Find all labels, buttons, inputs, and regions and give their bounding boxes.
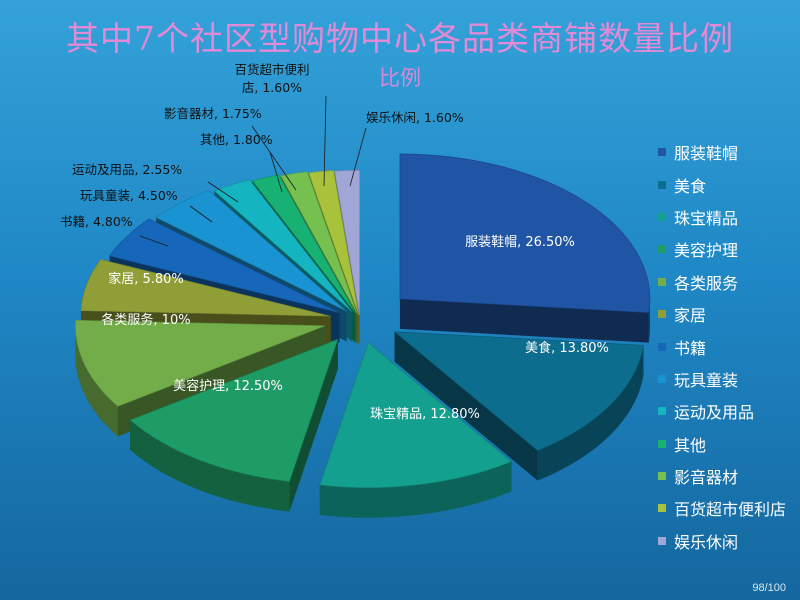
legend-label: 影音器材 [674,468,739,488]
legend-swatch [658,180,666,189]
leader-line-9 [269,151,283,193]
data-label-2: 珠宝精品, 12.80% [370,407,480,422]
legend-label: 美食 [674,176,707,196]
legend-swatch [658,407,666,416]
data-label-4: 各类服务, 10% [101,312,190,328]
legend-swatch [658,342,666,351]
pie-slice-3 [129,338,339,512]
legend-item: 影音器材 [658,460,786,492]
legend-item: 运动及用品 [658,395,786,427]
leader-line-6 [139,235,169,247]
chart-subtitle: 比例 [379,66,421,90]
legend-item: 百货超市便利店 [658,492,786,524]
legend-swatch [658,245,666,254]
legend-swatch [658,277,666,286]
legend-label: 各类服务 [674,273,739,293]
legend-item: 服装鞋帽 [658,136,786,168]
data-label-9: 其他, 1.80% [200,132,273,147]
data-label-10: 影音器材, 1.75% [164,106,262,121]
legend-label: 娱乐休闲 [674,532,739,552]
legend-item: 家居 [658,298,786,330]
legend-item: 其他 [658,428,786,460]
pie-slice-0 [399,153,651,343]
pie-slice-2 [319,342,512,518]
legend-item: 书籍 [658,330,786,362]
page-number: 98/100 [752,582,786,594]
legend-label: 珠宝精品 [674,208,739,228]
legend-item: 玩具童装 [658,363,786,395]
data-label-0: 服装鞋帽, 26.50% [465,234,575,250]
leader-line-12 [349,127,367,187]
legend-label: 书籍 [674,338,707,358]
legend-item: 美容护理 [658,233,786,265]
legend-swatch [658,439,666,448]
data-label-11: 百货超市便利店, 1.60% [234,62,309,95]
data-label-7: 玩具童装, 4.50% [80,188,178,203]
data-label-6: 书籍, 4.80% [60,214,133,229]
legend-swatch [658,374,666,383]
legend-label: 运动及用品 [674,403,755,423]
data-label-12: 娱乐休闲, 1.60% [366,110,464,125]
leader-line-7 [189,205,213,223]
legend-swatch [658,504,666,513]
legend: 服装鞋帽美食珠宝精品美容护理各类服务家居书籍玩具童装运动及用品其他影音器材百货超… [658,136,786,557]
legend-label: 美容护理 [674,241,739,261]
chart-title: 其中7个社区型购物中心各品类商铺数量比例 [66,19,734,58]
leader-line-8 [207,181,239,203]
legend-label: 服装鞋帽 [674,144,739,164]
legend-swatch [658,148,666,157]
legend-label: 玩具童装 [674,370,739,390]
leader-line-11 [323,95,327,187]
data-label-8: 运动及用品, 2.55% [72,162,182,177]
legend-item: 珠宝精品 [658,201,786,233]
legend-label: 家居 [674,306,707,326]
legend-swatch [658,310,666,319]
legend-swatch [658,212,666,221]
legend-item: 娱乐休闲 [658,525,786,557]
legend-label: 百货超市便利店 [674,500,787,520]
leader-line-10 [251,125,297,191]
data-label-1: 美食, 13.80% [525,340,609,356]
data-label-3: 美容护理, 12.50% [173,378,283,394]
data-label-5: 家居, 5.80% [108,271,184,287]
legend-item: 各类服务 [658,266,786,298]
legend-swatch [658,472,666,481]
legend-swatch [658,536,666,545]
pie-slice-1 [393,331,644,481]
legend-label: 其他 [674,435,707,455]
legend-item: 美食 [658,168,786,200]
